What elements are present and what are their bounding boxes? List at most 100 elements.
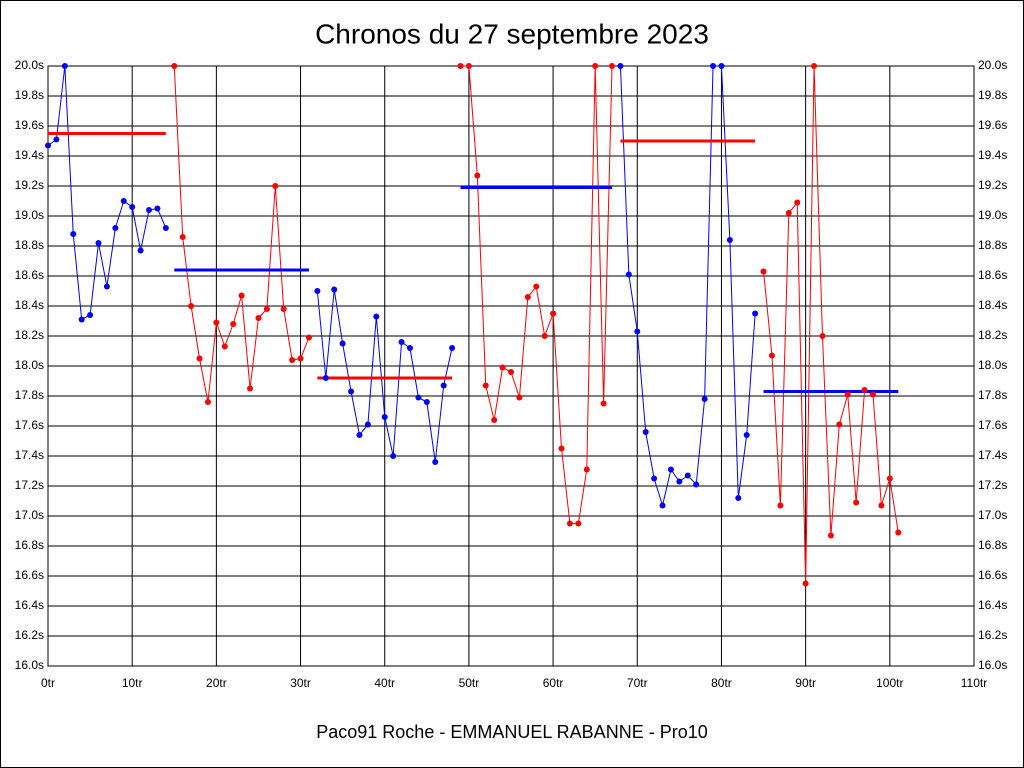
- point: [524, 294, 531, 300]
- y2-tick-label: 17.2s: [978, 478, 1007, 492]
- x-tick-label: 30tr: [290, 676, 311, 690]
- point: [171, 63, 178, 69]
- point: [592, 63, 599, 69]
- point: [390, 453, 397, 459]
- point: [61, 63, 68, 69]
- y2-tick-label: 17.8s: [978, 388, 1007, 402]
- y2-tick-label: 20.0s: [978, 58, 1007, 72]
- point: [726, 237, 733, 243]
- y2-tick-label: 16.0s: [978, 658, 1007, 672]
- point: [247, 385, 254, 392]
- x-tick-label: 100tr: [876, 676, 903, 690]
- point: [297, 355, 304, 362]
- point: [583, 466, 590, 473]
- y-tick-label: 16.2s: [15, 628, 44, 642]
- point: [718, 63, 725, 69]
- point: [381, 414, 388, 420]
- point: [667, 466, 674, 473]
- point: [642, 429, 649, 435]
- point: [895, 529, 902, 536]
- y-tick-label: 16.0s: [15, 658, 44, 672]
- y2-tick-label: 16.8s: [978, 538, 1007, 552]
- point: [398, 339, 405, 345]
- x-tick-label: 50tr: [459, 676, 480, 690]
- y-tick-label: 16.8s: [15, 538, 44, 552]
- point: [204, 399, 211, 405]
- point: [112, 225, 119, 231]
- point: [869, 391, 876, 398]
- x-tick-label: 110tr: [961, 676, 987, 690]
- point: [196, 355, 203, 362]
- y-tick-label: 19.8s: [15, 88, 44, 102]
- y-tick-label: 19.2s: [15, 178, 44, 192]
- y-tick-label: 17.2s: [15, 478, 44, 492]
- point: [625, 271, 632, 278]
- point: [305, 334, 312, 341]
- point: [348, 388, 355, 395]
- y-tick-label: 18.4s: [15, 298, 44, 312]
- point: [819, 333, 826, 339]
- point: [137, 247, 144, 254]
- point: [760, 268, 767, 275]
- point: [710, 63, 717, 69]
- point: [179, 234, 186, 240]
- point: [406, 345, 413, 351]
- y2-tick-label: 18.0s: [978, 358, 1007, 372]
- y-tick-label: 17.4s: [15, 448, 44, 462]
- point: [743, 432, 750, 438]
- point: [465, 63, 472, 69]
- point: [575, 520, 582, 527]
- y-tick-label: 19.4s: [15, 148, 44, 162]
- point: [600, 400, 607, 407]
- point: [314, 288, 321, 294]
- point: [432, 459, 439, 465]
- point: [693, 481, 700, 488]
- x-tick-label: 40tr: [374, 676, 395, 690]
- point: [78, 316, 85, 323]
- y2-tick-label: 19.6s: [978, 118, 1007, 132]
- point: [272, 183, 279, 189]
- point: [609, 63, 616, 69]
- point: [280, 306, 287, 312]
- point: [120, 198, 127, 204]
- y2-tick-label: 19.4s: [978, 148, 1007, 162]
- point: [356, 432, 363, 438]
- point: [449, 345, 456, 351]
- point: [533, 283, 540, 290]
- point: [566, 520, 573, 527]
- point: [777, 502, 784, 509]
- x-tick-label: 20tr: [206, 676, 227, 690]
- y-tick-label: 18.2s: [15, 328, 44, 342]
- point: [811, 63, 818, 69]
- y2-tick-label: 16.2s: [978, 628, 1007, 642]
- point: [634, 328, 641, 335]
- point: [701, 396, 708, 402]
- point: [474, 172, 481, 179]
- point: [886, 475, 893, 482]
- x-tick-label: 10tr: [122, 676, 143, 690]
- point: [752, 310, 759, 317]
- point: [322, 375, 329, 381]
- point: [87, 312, 94, 318]
- point: [735, 495, 742, 501]
- y-tick-label: 19.0s: [15, 208, 44, 222]
- y2-tick-label: 19.8s: [978, 88, 1007, 102]
- point: [785, 210, 792, 216]
- y2-tick-label: 16.6s: [978, 568, 1007, 582]
- y2-tick-label: 18.4s: [978, 298, 1007, 312]
- point: [213, 319, 220, 326]
- point: [836, 421, 843, 428]
- y-tick-label: 17.6s: [15, 418, 44, 432]
- point: [558, 445, 565, 452]
- x-tick-label: 60tr: [543, 676, 564, 690]
- point: [129, 204, 136, 210]
- y2-tick-label: 18.8s: [978, 238, 1007, 252]
- y2-tick-label: 17.4s: [978, 448, 1007, 462]
- point: [146, 207, 153, 213]
- y-tick-label: 17.0s: [15, 508, 44, 522]
- y2-tick-label: 17.6s: [978, 418, 1007, 432]
- point: [457, 63, 464, 69]
